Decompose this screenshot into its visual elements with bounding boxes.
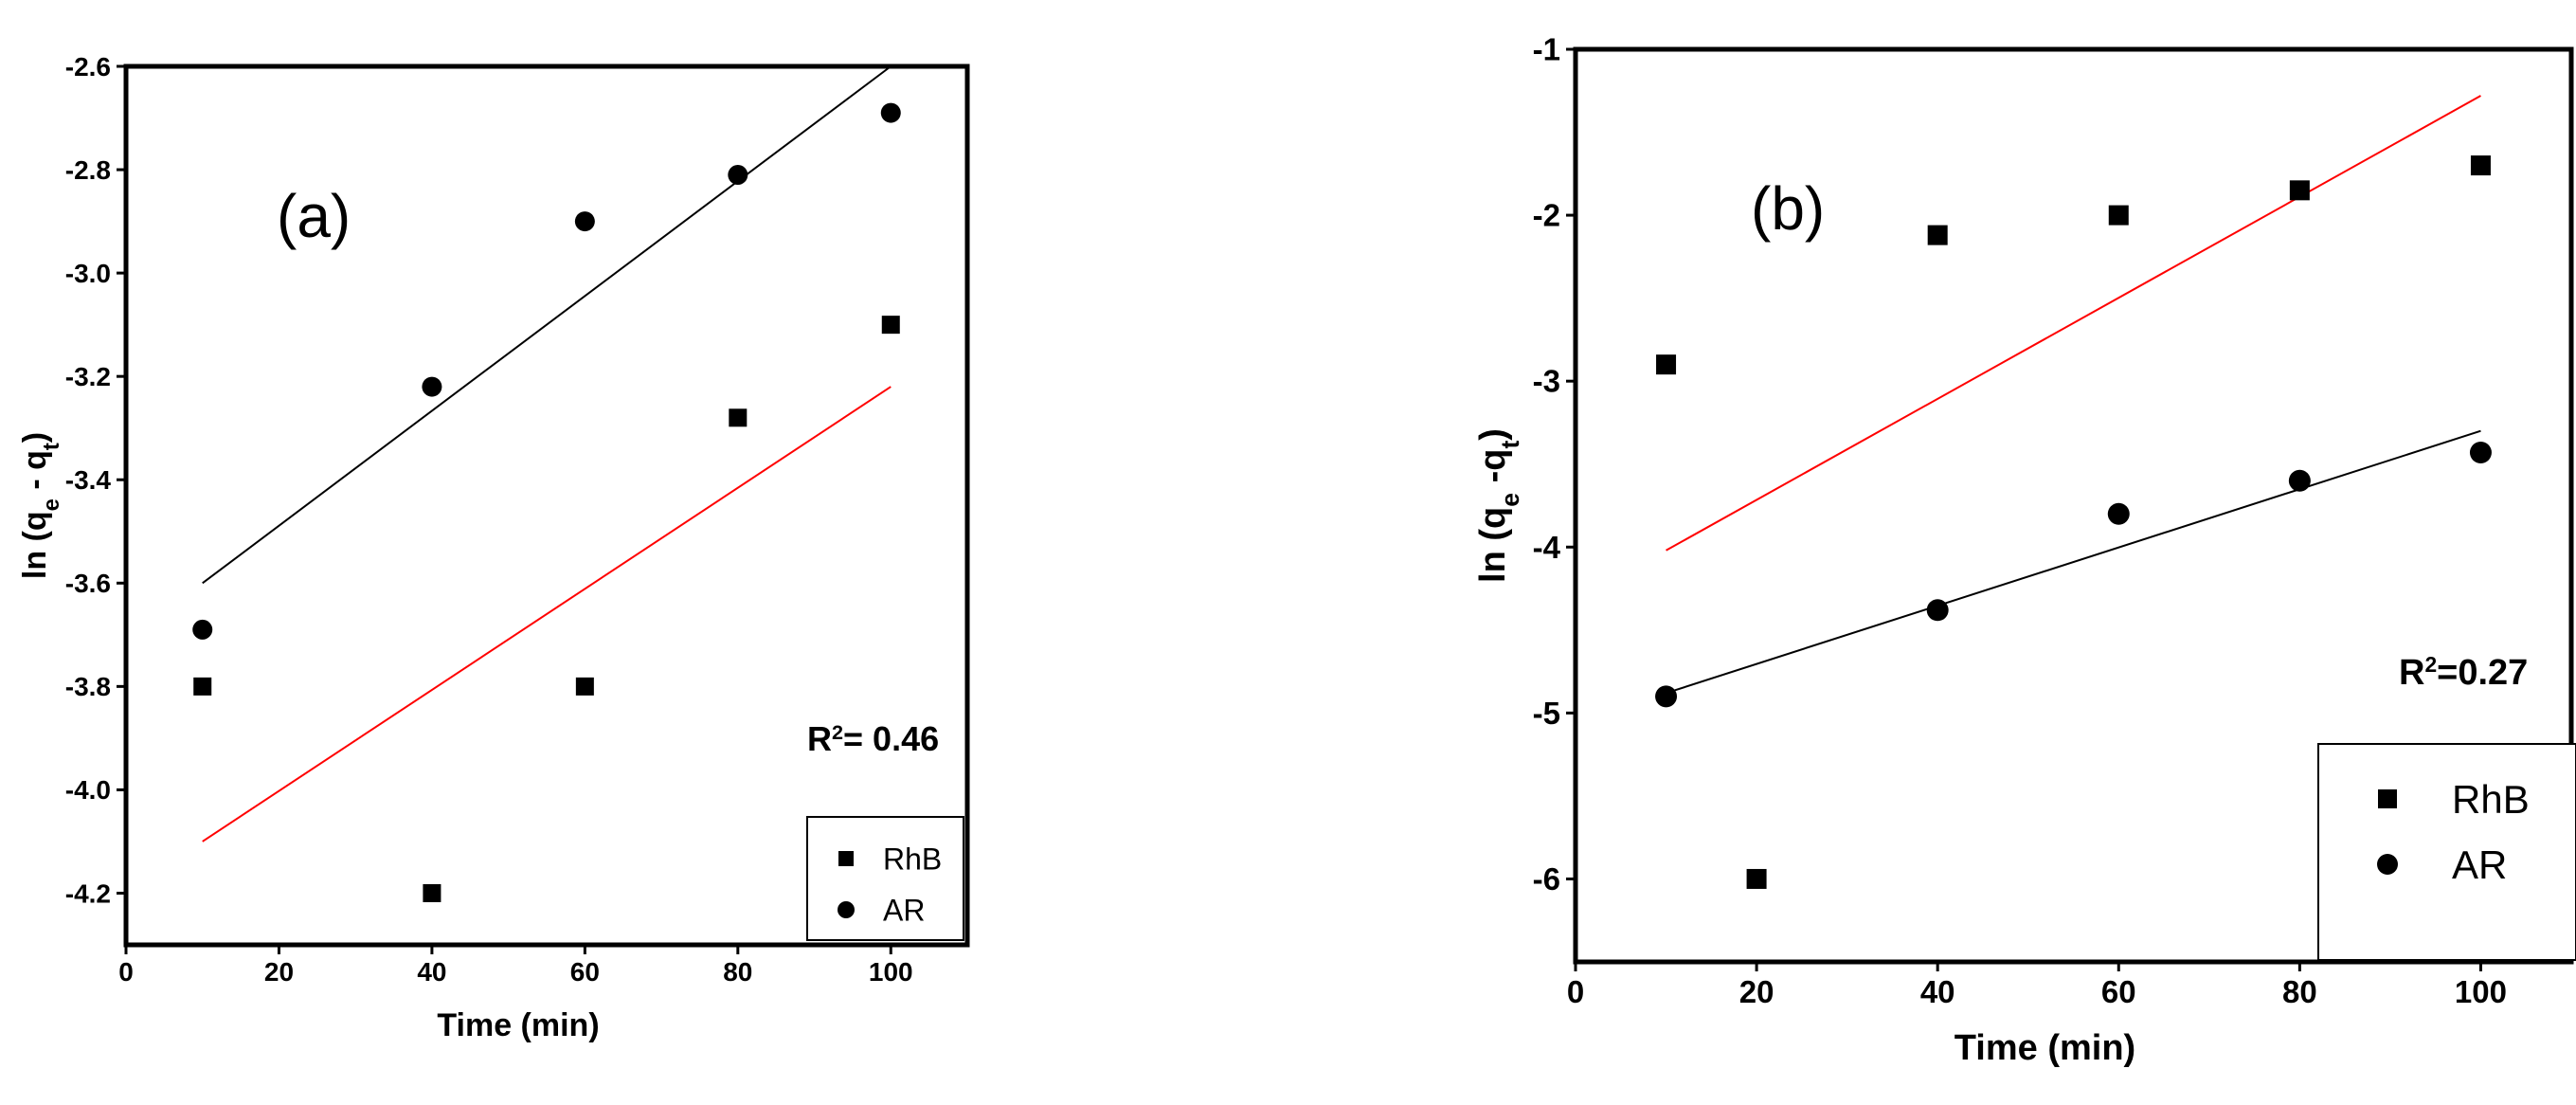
r-squared-annotation: R2= 0.46 bbox=[807, 719, 939, 758]
legend-label: RhB bbox=[2452, 777, 2530, 822]
data-point-rhb bbox=[1746, 868, 1767, 889]
legend-marker-square bbox=[838, 851, 854, 866]
fit-line-ar bbox=[1666, 429, 2481, 695]
x-tick-label: 80 bbox=[2282, 974, 2317, 1009]
fit-line-rhb bbox=[202, 386, 892, 842]
legend-marker-circle bbox=[838, 901, 855, 918]
x-tick-label: 100 bbox=[869, 957, 913, 987]
y-tick-label: -4 bbox=[1533, 530, 1561, 565]
data-point-rhb bbox=[1927, 225, 1948, 245]
r-squared-annotation: R2=0.27 bbox=[2399, 652, 2528, 693]
y-tick-label: -2.6 bbox=[65, 52, 111, 82]
panel-label: (a) bbox=[277, 182, 351, 250]
y-tick-label: -5 bbox=[1533, 696, 1560, 731]
y-tick-label: -3 bbox=[1533, 364, 1560, 399]
y-axis-title-part: -q bbox=[1473, 449, 1513, 493]
y-tick-label: -3.8 bbox=[65, 672, 111, 701]
legend: RhB AR bbox=[2317, 743, 2576, 961]
r-squared-value: =0.27 bbox=[2437, 653, 2528, 693]
y-axis-title-part: ln (q bbox=[17, 511, 53, 579]
y-axis-title-subscript: t bbox=[1496, 441, 1524, 449]
data-point-ar bbox=[2288, 469, 2311, 492]
y-axis-title-subscript: e bbox=[39, 498, 64, 511]
x-tick-label: 60 bbox=[2101, 974, 2136, 1009]
plot-frame bbox=[123, 63, 970, 948]
data-point-rhb bbox=[423, 883, 441, 902]
legend: RhB AR bbox=[806, 816, 964, 941]
y-tick-label: -2.8 bbox=[65, 155, 111, 185]
y-axis-title-part: ) bbox=[1473, 428, 1513, 441]
x-axis-title: Time (min) bbox=[437, 1007, 599, 1043]
y-axis-title-part: - q bbox=[17, 450, 53, 498]
data-point-rhb bbox=[2470, 155, 2491, 176]
data-point-rhb bbox=[1656, 354, 1677, 375]
x-tick-label: 100 bbox=[2455, 974, 2507, 1009]
y-tick-label: -2 bbox=[1533, 198, 1560, 233]
data-point-ar bbox=[1926, 599, 1949, 622]
y-axis-title-part: ln (q bbox=[1473, 507, 1513, 583]
data-point-ar bbox=[1655, 685, 1678, 708]
legend-label: RhB bbox=[883, 842, 942, 877]
chart-panel-a: 0 20 40 60 80 100 -4.2 -4.0 -3.8 -3.6 -3.4 -3.2 -3.0… bbox=[17, 52, 970, 1043]
y-axis-title: ln (qe -qt) bbox=[1473, 428, 1524, 583]
x-tick-label: 80 bbox=[723, 957, 752, 987]
y-tick-label: -3.4 bbox=[65, 465, 112, 495]
data-point-rhb bbox=[2289, 180, 2310, 201]
data-point-rhb bbox=[881, 316, 900, 335]
y-tick-label: -3.2 bbox=[65, 362, 111, 391]
data-point-ar bbox=[728, 165, 748, 186]
r-squared-value: = 0.46 bbox=[843, 719, 939, 758]
y-tick-label: -3.0 bbox=[65, 259, 111, 288]
legend-label: AR bbox=[2452, 842, 2507, 887]
y-axis-title-subscript: t bbox=[39, 443, 64, 450]
y-tick-label: -4.0 bbox=[65, 775, 111, 805]
data-point-ar bbox=[2469, 441, 2492, 463]
x-tick-label: 0 bbox=[1567, 974, 1584, 1009]
legend-box bbox=[2317, 743, 2576, 961]
data-point-rhb bbox=[2108, 205, 2129, 226]
x-tick-label: 20 bbox=[264, 957, 294, 987]
y-tick-label: -6 bbox=[1533, 861, 1560, 897]
x-tick-label: 20 bbox=[1739, 974, 1774, 1009]
data-point-rhb bbox=[729, 408, 748, 427]
r-squared-symbol: R bbox=[2399, 653, 2424, 693]
r-squared-symbol: R bbox=[807, 719, 832, 758]
data-point-rhb bbox=[575, 677, 594, 696]
legend-marker-circle bbox=[2377, 854, 2398, 875]
y-axis-title: ln (qe - qt) bbox=[17, 432, 64, 579]
r-squared-superscript: 2 bbox=[832, 720, 843, 744]
legend-label: AR bbox=[883, 894, 925, 928]
x-tick-label: 60 bbox=[570, 957, 600, 987]
fit-line-ar bbox=[202, 65, 892, 585]
data-point-ar bbox=[422, 376, 442, 397]
x-axis-title: Time (min) bbox=[1955, 1028, 2135, 1068]
x-tick-label: 40 bbox=[417, 957, 446, 987]
chart-panel-b: 0 20 40 60 80 100 -6 -5 -4 -3 -2 -1 Time (min) ln (qe… bbox=[1473, 32, 2576, 1068]
y-tick-label: -3.6 bbox=[65, 569, 111, 598]
y-tick-label: -4.2 bbox=[65, 879, 111, 908]
y-axis-title-part: ) bbox=[17, 432, 53, 443]
legend-marker-square bbox=[2378, 789, 2397, 808]
y-axis-title-subscript: e bbox=[1496, 493, 1524, 507]
fit-line-rhb bbox=[1666, 95, 2481, 552]
x-tick-label: 0 bbox=[118, 957, 134, 987]
data-point-ar bbox=[2107, 502, 2130, 525]
legend-box bbox=[806, 816, 964, 941]
data-point-ar bbox=[574, 211, 595, 232]
plot-frame bbox=[1573, 46, 2574, 965]
data-point-rhb bbox=[193, 677, 212, 696]
data-point-ar bbox=[192, 619, 213, 640]
x-tick-label: 40 bbox=[1920, 974, 1955, 1009]
y-tick-label: -1 bbox=[1533, 32, 1560, 67]
data-point-ar bbox=[880, 102, 901, 123]
r-squared-superscript: 2 bbox=[2424, 652, 2437, 677]
panel-label: (b) bbox=[1751, 174, 1825, 243]
